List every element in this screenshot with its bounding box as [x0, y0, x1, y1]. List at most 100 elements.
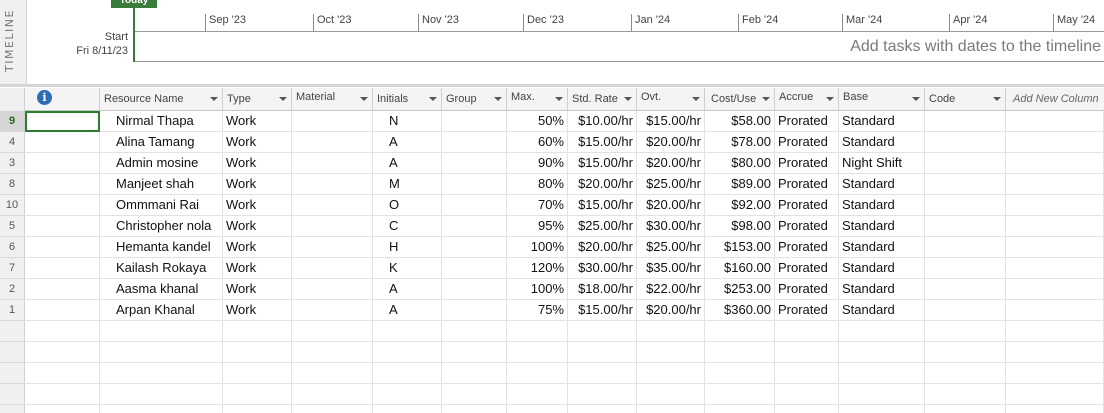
cell-indicators[interactable]: [25, 174, 100, 195]
row-number[interactable]: 9: [0, 111, 25, 132]
cell-max[interactable]: [507, 405, 568, 413]
cell-code[interactable]: [925, 279, 1006, 300]
chevron-down-icon[interactable]: [210, 97, 218, 101]
cell-indicators[interactable]: [25, 258, 100, 279]
cell-accrue[interactable]: [775, 321, 839, 342]
cell-indicators[interactable]: [25, 300, 100, 321]
cell-indicators[interactable]: [25, 321, 100, 342]
cell-max[interactable]: [507, 342, 568, 363]
cell-ovt[interactable]: $25.00/hr: [637, 174, 705, 195]
cell-group[interactable]: [442, 111, 507, 132]
cell-code[interactable]: [925, 111, 1006, 132]
cell-initials[interactable]: [373, 384, 442, 405]
cell-indicators[interactable]: [25, 384, 100, 405]
cell-accrue[interactable]: [775, 363, 839, 384]
cell-accrue[interactable]: [775, 384, 839, 405]
chevron-down-icon[interactable]: [624, 97, 632, 101]
cell-type[interactable]: Work: [223, 279, 292, 300]
cell-cost[interactable]: $98.00: [705, 216, 775, 237]
cell-group[interactable]: [442, 237, 507, 258]
cell-indicators[interactable]: [25, 195, 100, 216]
cell-accrue[interactable]: Prorated: [775, 111, 839, 132]
cell-material[interactable]: [292, 111, 373, 132]
cell-name[interactable]: Admin mosine: [100, 153, 223, 174]
cell-name[interactable]: Arpan Khanal: [100, 300, 223, 321]
cell-type[interactable]: [223, 384, 292, 405]
cell-initials[interactable]: M: [373, 174, 442, 195]
row-number[interactable]: 1: [0, 300, 25, 321]
cell-cost[interactable]: $80.00: [705, 153, 775, 174]
table-row[interactable]: 6 Hemanta kandel Work H 100% $20.00/hr $25.00/…: [0, 237, 1104, 258]
chevron-down-icon[interactable]: [912, 97, 920, 101]
cell-type[interactable]: Work: [223, 195, 292, 216]
column-header-ovt-rate[interactable]: Ovt.: [637, 88, 705, 110]
cell-base[interactable]: Standard: [839, 258, 925, 279]
cell-type[interactable]: Work: [223, 216, 292, 237]
cell-type[interactable]: Work: [223, 174, 292, 195]
cell-type[interactable]: Work: [223, 132, 292, 153]
cell-initials[interactable]: N: [373, 111, 442, 132]
chevron-down-icon[interactable]: [429, 97, 437, 101]
cell-std[interactable]: $18.00/hr: [568, 279, 637, 300]
cell-std[interactable]: [568, 342, 637, 363]
cell-ovt[interactable]: $30.00/hr: [637, 216, 705, 237]
cell-max[interactable]: 120%: [507, 258, 568, 279]
cell-indicators[interactable]: [25, 405, 100, 413]
cell-indicators[interactable]: [25, 216, 100, 237]
column-header-indicators[interactable]: i: [25, 88, 100, 110]
cell-code[interactable]: [925, 237, 1006, 258]
cell-std[interactable]: $20.00/hr: [568, 237, 637, 258]
cell-code[interactable]: [925, 132, 1006, 153]
row-number[interactable]: [0, 321, 25, 342]
row-number[interactable]: [0, 405, 25, 413]
cell-add[interactable]: [1006, 363, 1104, 384]
cell-material[interactable]: [292, 237, 373, 258]
chevron-down-icon[interactable]: [555, 97, 563, 101]
cell-name[interactable]: Aasma khanal: [100, 279, 223, 300]
cell-base[interactable]: [839, 321, 925, 342]
cell-std[interactable]: [568, 321, 637, 342]
cell-indicators[interactable]: [25, 153, 100, 174]
cell-ovt[interactable]: $20.00/hr: [637, 153, 705, 174]
cell-ovt[interactable]: $35.00/hr: [637, 258, 705, 279]
cell-accrue[interactable]: Prorated: [775, 279, 839, 300]
table-row[interactable]: 7 Kailash Rokaya Work K 120% $30.00/hr $35.00/…: [0, 258, 1104, 279]
cell-indicators[interactable]: [25, 279, 100, 300]
cell-material[interactable]: [292, 279, 373, 300]
cell-cost[interactable]: $89.00: [705, 174, 775, 195]
cell-indicators[interactable]: [25, 363, 100, 384]
cell-accrue[interactable]: [775, 405, 839, 413]
cell-indicators[interactable]: [25, 132, 100, 153]
cell-accrue[interactable]: Prorated: [775, 153, 839, 174]
column-header-group[interactable]: Group: [442, 88, 507, 110]
cell-initials[interactable]: C: [373, 216, 442, 237]
cell-ovt[interactable]: $20.00/hr: [637, 300, 705, 321]
cell-max[interactable]: 75%: [507, 300, 568, 321]
cell-add[interactable]: [1006, 384, 1104, 405]
cell-material[interactable]: [292, 405, 373, 413]
cell-accrue[interactable]: Prorated: [775, 174, 839, 195]
cell-base[interactable]: Standard: [839, 237, 925, 258]
chevron-down-icon[interactable]: [692, 97, 700, 101]
cell-base[interactable]: Standard: [839, 300, 925, 321]
cell-group[interactable]: [442, 279, 507, 300]
empty-row[interactable]: [0, 363, 1104, 384]
cell-std[interactable]: $20.00/hr: [568, 174, 637, 195]
cell-cost[interactable]: $360.00: [705, 300, 775, 321]
cell-name[interactable]: Hemanta kandel: [100, 237, 223, 258]
cell-ovt[interactable]: $20.00/hr: [637, 132, 705, 153]
cell-material[interactable]: [292, 216, 373, 237]
cell-cost[interactable]: $78.00: [705, 132, 775, 153]
cell-std[interactable]: [568, 405, 637, 413]
cell-group[interactable]: [442, 384, 507, 405]
cell-group[interactable]: [442, 195, 507, 216]
cell-std[interactable]: $15.00/hr: [568, 300, 637, 321]
cell-indicators[interactable]: [25, 342, 100, 363]
cell-type[interactable]: [223, 342, 292, 363]
table-row[interactable]: 5 Christopher nola Work C 95% $25.00/hr $30.00…: [0, 216, 1104, 237]
cell-code[interactable]: [925, 195, 1006, 216]
table-row[interactable]: 1 Arpan Khanal Work A 75% $15.00/hr $20.00/hr $…: [0, 300, 1104, 321]
cell-add[interactable]: [1006, 153, 1104, 174]
row-number[interactable]: [0, 342, 25, 363]
cell-name[interactable]: [100, 342, 223, 363]
